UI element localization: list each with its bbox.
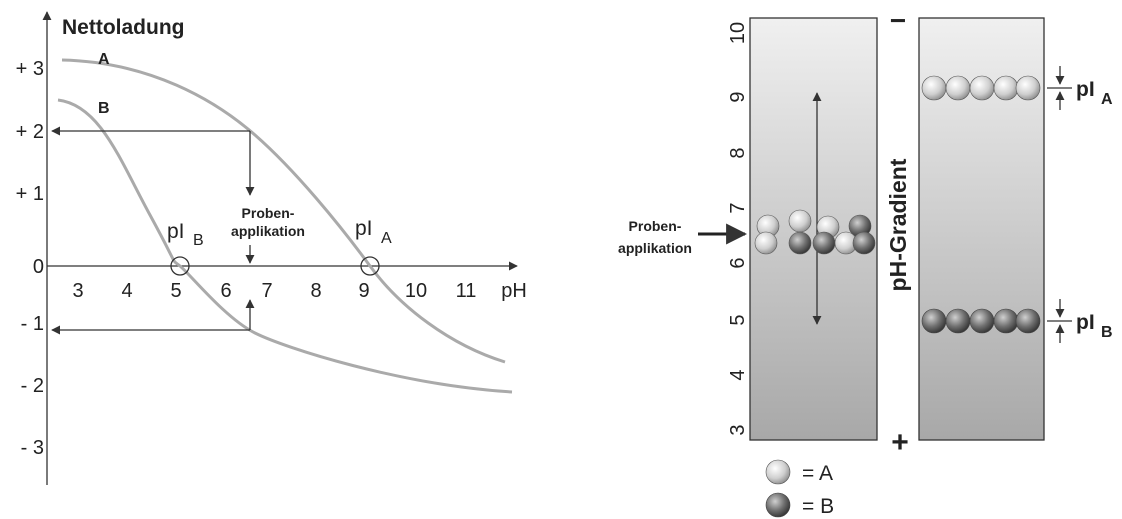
molecule-a: [922, 76, 946, 100]
x-labels: 3 4 5 6 7 8 9 10 11 pH: [72, 280, 526, 302]
y-label: + 3: [16, 58, 44, 80]
gradient-label: pH-Gradient: [885, 158, 911, 291]
ph-labels: 10 9 8 7 6 5 4 3: [727, 22, 749, 436]
pi-a-marker: pI A: [1047, 66, 1113, 110]
pi-b-subscript: B: [193, 232, 204, 249]
legend-symbol-b: [766, 493, 790, 517]
application-label: applikation: [618, 240, 692, 256]
pi-b-subscript: B: [1101, 324, 1113, 341]
y-label: 0: [33, 256, 44, 278]
x-label: 3: [72, 280, 83, 302]
x-label: 9: [358, 280, 369, 302]
ph-label: 10: [727, 22, 749, 44]
ph-label: 3: [727, 424, 749, 435]
molecule-b: [1016, 309, 1040, 333]
molecule-b: [853, 232, 875, 254]
application-label: Proben-: [242, 205, 295, 221]
ph-label: 8: [727, 147, 749, 158]
anode: +: [891, 426, 909, 459]
curve-b: [58, 100, 512, 392]
pi-b-marker: pI B: [1047, 299, 1113, 343]
x-label: 5: [170, 280, 181, 302]
molecule-b: [922, 309, 946, 333]
application-label: applikation: [231, 223, 305, 239]
right-graph: 10 9 8 7 6 5 4 3: [618, 5, 1113, 518]
pi-a-subscript: A: [1101, 91, 1113, 108]
curve-label: B: [98, 100, 110, 117]
y-axis-title: Nettoladung: [62, 16, 184, 39]
legend: = A = B: [766, 460, 834, 518]
y-labels: + 3 + 2 + 1 0 - 1 - 2 - 3: [16, 58, 44, 459]
molecule-a: [1016, 76, 1040, 100]
body: {"left_graph": {"y_axis_title": "Nettola…: [0, 0, 1122, 519]
pi-a-label: pI: [1076, 78, 1095, 101]
y-label: - 1: [21, 313, 44, 335]
x-label: 11: [456, 280, 477, 302]
application-label: Proben-: [629, 218, 682, 234]
legend-label: = A: [802, 462, 833, 485]
molecule-b: [994, 309, 1018, 333]
molecule-a: [946, 76, 970, 100]
ph-label: 9: [727, 91, 749, 102]
ph-label: 5: [727, 314, 749, 325]
molecule-b: [946, 309, 970, 333]
molecule-b: [789, 232, 811, 254]
y-label: - 3: [21, 437, 44, 459]
ph-label: 7: [727, 202, 749, 213]
y-label: - 2: [21, 375, 44, 397]
pi-a-subscript: A: [381, 230, 392, 247]
cathode: −: [890, 5, 906, 36]
pi-b-label: pI: [1076, 311, 1095, 334]
molecule-a: [789, 210, 811, 232]
x-label: 6: [220, 280, 231, 302]
x-axis-title: pH: [501, 280, 527, 302]
molecule-b: [813, 232, 835, 254]
curve-label: A: [98, 51, 110, 68]
pi-b-label: pI: [167, 220, 185, 243]
x-label: 4: [121, 280, 132, 302]
y-label: + 2: [16, 121, 44, 143]
ph-label: 6: [727, 257, 749, 268]
band-a: [922, 76, 1040, 100]
legend-symbol-a: [766, 460, 790, 484]
molecule-a: [970, 76, 994, 100]
molecule-a: [994, 76, 1018, 100]
figure: Nettoladung + 3 + 2 + 1 0 - 1 - 2 - 3 3 …: [0, 0, 1122, 519]
page: body { margin: 0; background: #fff; font…: [0, 0, 1122, 519]
molecule-a: [755, 232, 777, 254]
legend-label: = B: [802, 495, 834, 518]
x-label: 7: [261, 280, 272, 302]
molecule-b: [970, 309, 994, 333]
x-label: 10: [405, 280, 427, 302]
x-label: 8: [310, 280, 321, 302]
left-graph: Nettoladung + 3 + 2 + 1 0 - 1 - 2 - 3 3 …: [16, 12, 527, 485]
ph-label: 4: [727, 369, 749, 380]
band-b: [922, 309, 1040, 333]
y-label: + 1: [16, 183, 44, 205]
pi-a-label: pI: [355, 217, 373, 240]
